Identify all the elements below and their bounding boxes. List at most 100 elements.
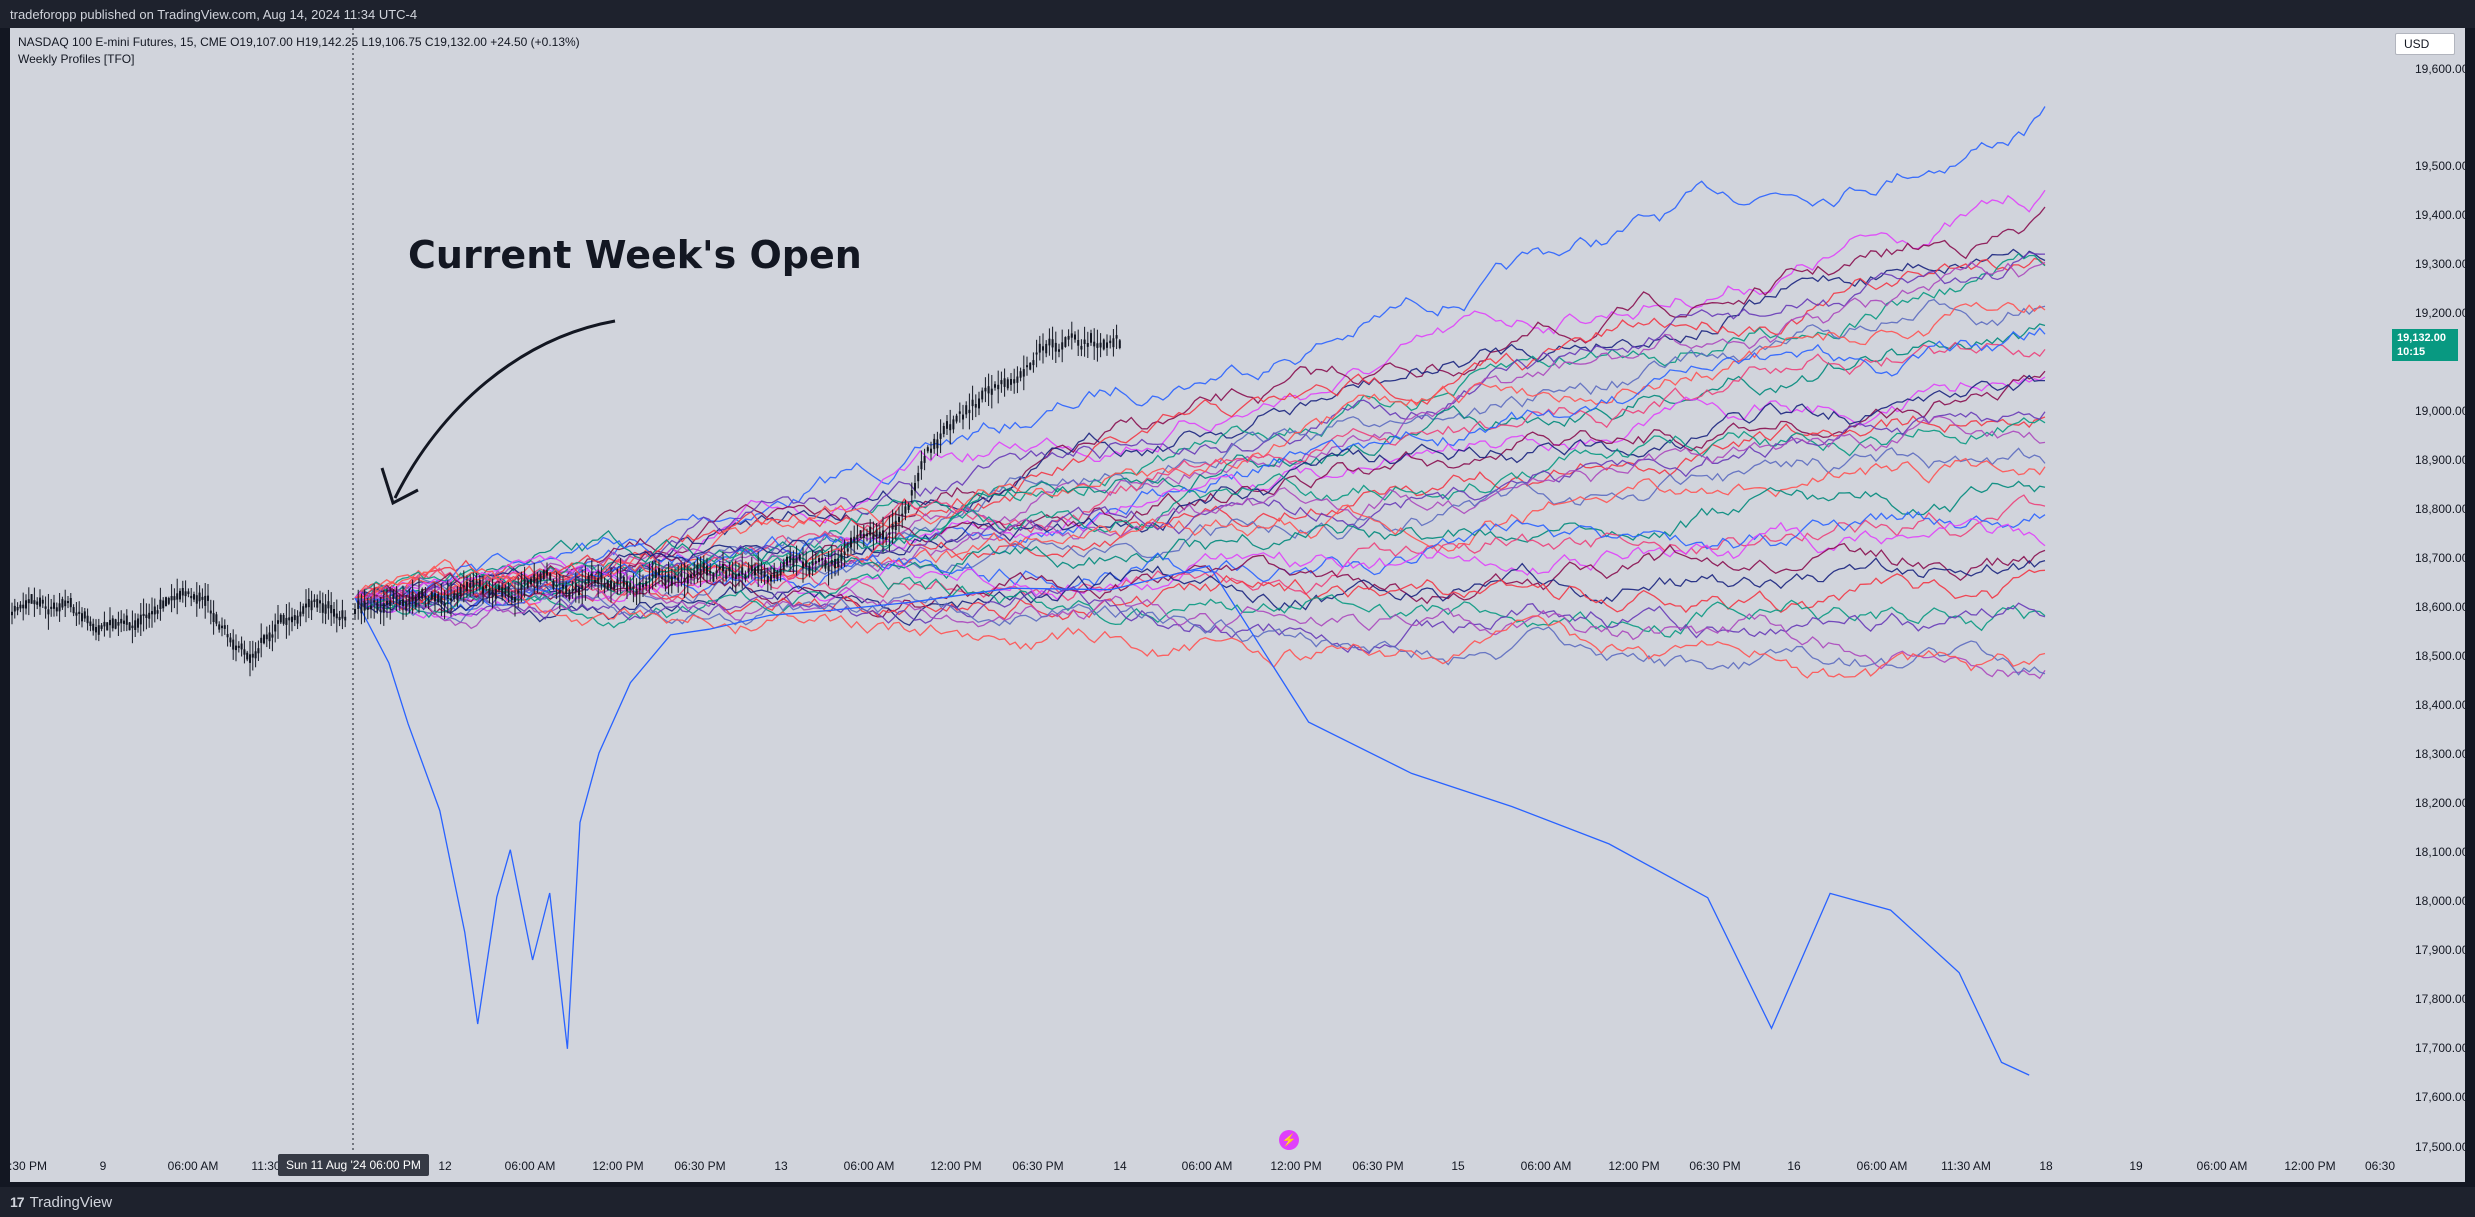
candle-body	[462, 585, 465, 588]
last-price-value: 19,132.00	[2397, 332, 2446, 344]
candle-body	[418, 592, 420, 600]
candle-body	[814, 561, 817, 564]
candle-body	[1058, 349, 1060, 352]
candle-body	[218, 624, 221, 630]
annotation-arrowhead	[380, 467, 419, 506]
candle-body	[288, 617, 291, 621]
candle-body	[485, 584, 488, 589]
candle-body	[773, 568, 776, 578]
candle-body	[159, 599, 162, 609]
candle-body	[405, 601, 408, 611]
candle-body	[198, 592, 201, 602]
weekly-profile-line	[354, 457, 2046, 599]
price-axis-label: 19,200.00	[2415, 306, 2465, 320]
candle-body	[811, 561, 814, 566]
chart-canvas[interactable]	[10, 28, 2465, 1182]
candle-body	[58, 603, 61, 612]
candle-body	[632, 586, 635, 589]
candle-body	[1064, 337, 1067, 347]
candle-body	[549, 573, 552, 580]
currency-button[interactable]: USD	[2395, 33, 2455, 55]
candle-body	[226, 634, 229, 638]
weekly-profile-line	[354, 257, 2046, 599]
candle-body	[600, 574, 603, 583]
candle-body	[744, 574, 747, 579]
chart-area[interactable]: NASDAQ 100 E-mini Futures, 15, CME O19,1…	[10, 28, 2465, 1182]
candle-body	[1061, 342, 1064, 350]
candle-body	[86, 615, 89, 624]
candle-body	[450, 598, 452, 601]
time-axis-label: 06:00 AM	[843, 1159, 895, 1173]
candle-body	[946, 421, 948, 429]
candle-body	[282, 615, 285, 624]
candle-body	[285, 617, 288, 625]
candle-body	[243, 649, 246, 655]
candle-body	[712, 572, 715, 582]
candle-body	[53, 602, 55, 609]
indicator-name[interactable]: Weekly Profiles [TFO]	[18, 52, 135, 66]
candle-body	[83, 611, 86, 619]
candle-body	[514, 597, 516, 602]
time-axis-label: 19	[2129, 1159, 2143, 1173]
candle-body	[718, 567, 721, 570]
price-axis-label: 18,100.00	[2415, 845, 2465, 859]
price-axis-label: 18,600.00	[2415, 600, 2465, 614]
candle-body	[1074, 334, 1076, 340]
candle-body	[510, 595, 513, 601]
candle-body	[293, 615, 296, 621]
weekly-profile-line	[354, 106, 2046, 604]
candle-body	[341, 610, 344, 619]
candle-body	[952, 419, 955, 430]
candle-body	[78, 611, 81, 614]
candle-body	[942, 426, 945, 435]
candle-body	[901, 513, 904, 516]
candle-body	[990, 388, 993, 395]
candle-body	[357, 600, 360, 609]
candle-body	[251, 653, 254, 658]
candle-body	[501, 587, 504, 597]
candles-layer	[11, 321, 1121, 677]
footer-brand[interactable]: TradingView	[29, 1193, 113, 1211]
candle-body	[578, 587, 580, 596]
candle-body	[696, 565, 699, 575]
candle-body	[651, 574, 654, 577]
candle-body	[818, 558, 820, 562]
candle-body	[363, 601, 366, 611]
candle-body	[72, 607, 75, 614]
time-axis-label: 06:30 PM	[674, 1159, 726, 1173]
candle-body	[382, 603, 385, 613]
time-axis-label: 06:30	[2364, 1159, 2396, 1173]
weekly-profile-line	[354, 298, 2046, 599]
candle-body	[1026, 365, 1028, 368]
candle-body	[594, 580, 596, 583]
candle-body	[16, 607, 19, 611]
candle-body	[859, 530, 862, 538]
price-axis-label: 18,700.00	[2415, 551, 2465, 565]
candle-body	[97, 625, 100, 635]
candle-body	[786, 556, 788, 566]
candle-body	[109, 619, 111, 626]
candle-body	[837, 558, 840, 567]
candle-body	[910, 490, 913, 496]
annotation-text[interactable]: Current Week's Open	[408, 233, 862, 277]
time-axis-label: 11:30 AM	[1941, 1159, 1991, 1173]
time-axis-label: 12:00 PM	[1608, 1159, 1660, 1173]
candle-body	[808, 565, 811, 575]
candle-body	[840, 553, 843, 562]
candle-body	[530, 578, 532, 585]
candle-body	[162, 600, 165, 609]
candle-body	[907, 505, 910, 510]
candle-body	[260, 637, 263, 643]
candle-body	[763, 571, 766, 578]
candle-body	[179, 590, 181, 600]
candle-body	[430, 592, 433, 600]
candle-body	[466, 582, 468, 592]
candle-body	[488, 588, 491, 596]
time-axis-label: :30 PM	[10, 1159, 48, 1173]
candle-body	[850, 537, 852, 548]
candle-body	[827, 565, 830, 571]
candle-body	[291, 616, 293, 623]
publish-text: tradeforopp published on TradingView.com…	[10, 7, 418, 22]
lightning-event-icon[interactable]: ⚡	[1279, 1130, 1299, 1150]
candle-body	[137, 618, 139, 628]
